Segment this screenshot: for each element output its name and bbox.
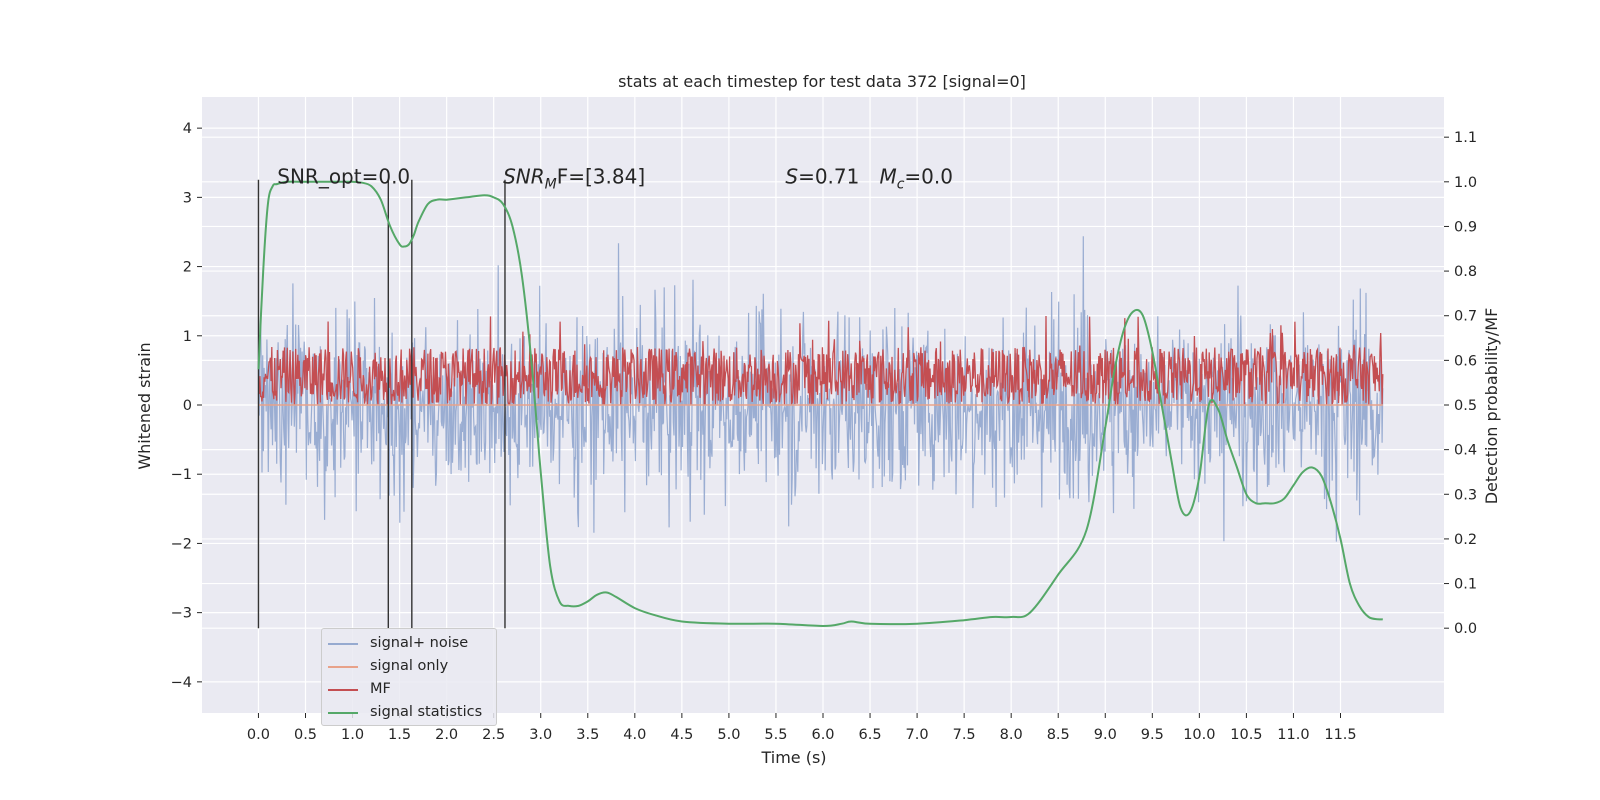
legend-swatch-signal-only	[328, 666, 358, 668]
x-tick-label: 7.5	[953, 727, 976, 743]
annotation-sub: M	[545, 177, 557, 193]
signal-statistics-line	[257, 180, 1383, 628]
x-tick-label: 10.5	[1230, 727, 1262, 743]
x-axis-label: Time (s)	[760, 748, 826, 767]
annotation-0: SNR_opt=0.0	[277, 165, 410, 189]
y2-tick-label: 0.1	[1454, 577, 1477, 593]
x-tick-label: 11.5	[1324, 727, 1356, 743]
legend-item-signal-only: signal only	[322, 656, 496, 678]
x-tick-label: 4.0	[623, 727, 646, 743]
y-tick-label: 4	[183, 121, 192, 137]
y2-axis-label: Detection probability/MF	[1482, 308, 1501, 505]
annotation-sub: c	[897, 177, 905, 193]
vertical-markers	[257, 179, 506, 629]
y-tick-label: 0	[183, 398, 192, 414]
x-tick-label: 5.5	[764, 727, 787, 743]
y2-tick-label: 1.0	[1454, 175, 1477, 191]
legend-swatch-mf	[328, 689, 358, 691]
annotation-main: M	[879, 165, 896, 189]
x-tick-label: 5.0	[717, 727, 740, 743]
x-tick-label: 8.5	[1047, 727, 1070, 743]
x-tick-label: 9.0	[1094, 727, 1117, 743]
y2-tick-label: 0.9	[1454, 219, 1477, 235]
legend-swatch-signal-noise	[328, 643, 358, 645]
x-tick-label: 7.0	[906, 727, 929, 743]
annotation-main: SNR	[503, 165, 545, 189]
annotation-2: S=0.71	[785, 165, 859, 189]
x-tick-label: 2.5	[482, 727, 505, 743]
x-tick-label: 1.5	[388, 727, 411, 743]
axis-ticks: 0.0 0.5 1.0 1.5 2.0 2.5 3.0 3.5 4.0 4.5 5.0 5.5 6.0 6…	[171, 121, 1477, 743]
legend-item-signal-statistics: signal statistics	[322, 702, 496, 724]
legend-item-mf: MF	[322, 679, 496, 701]
y-tick-label: 1	[183, 329, 192, 345]
x-tick-label: 9.5	[1141, 727, 1164, 743]
signal-noise-series	[257, 236, 1384, 542]
y-tick-label: −4	[171, 675, 192, 691]
x-tick-label: 3.5	[576, 727, 599, 743]
y2-tick-label: 1.1	[1454, 130, 1477, 146]
y2-tick-label: 0.3	[1454, 487, 1477, 503]
legend-label-signal-statistics: signal statistics	[370, 704, 483, 720]
y-axis-label: Whitened strain	[135, 342, 154, 469]
legend-label-signal-noise: signal+ noise	[370, 635, 469, 651]
x-tick-label: 0.5	[294, 727, 317, 743]
y-tick-label: 3	[183, 190, 192, 206]
x-tick-label: 6.0	[811, 727, 834, 743]
x-tick-label: 2.0	[435, 727, 458, 743]
x-tick-label: 6.5	[859, 727, 882, 743]
annotation-1: SNRMF=[3.84]	[503, 165, 645, 193]
signal-noise-line	[257, 236, 1384, 542]
chart-title: stats at each timestep for test data 372…	[618, 72, 1026, 91]
x-tick-label: 1.0	[341, 727, 364, 743]
annotation-tail: F=[3.84]	[557, 165, 645, 189]
annotation-tail: =0.0	[904, 165, 953, 189]
legend: signal+ noise signal only MF signal stat…	[321, 628, 497, 726]
legend-swatch-signal-statistics	[328, 712, 358, 714]
y2-tick-label: 0.0	[1454, 621, 1477, 637]
annotation-main: S	[785, 165, 798, 189]
x-tick-label: 4.5	[670, 727, 693, 743]
y2-tick-label: 0.4	[1454, 443, 1477, 459]
y2-tick-label: 0.5	[1454, 398, 1477, 414]
y2-tick-label: 0.8	[1454, 264, 1477, 280]
y2-tick-label: 0.2	[1454, 532, 1477, 548]
x-tick-label: 8.0	[1000, 727, 1023, 743]
mf-line	[258, 315, 1384, 407]
legend-label-signal-only: signal only	[370, 658, 449, 674]
y-tick-label: −1	[171, 467, 192, 483]
x-tick-label: 10.0	[1183, 727, 1215, 743]
y2-tick-label: 0.6	[1454, 353, 1477, 369]
mf-series	[258, 315, 1384, 407]
y-tick-label: −3	[171, 606, 192, 622]
legend-label-mf: MF	[370, 681, 391, 697]
y2-tick-label: 0.7	[1454, 309, 1477, 325]
y-tick-label: −2	[171, 536, 192, 552]
x-tick-label: 11.0	[1277, 727, 1309, 743]
legend-item-signal-noise: signal+ noise	[322, 633, 496, 655]
x-tick-label: 3.0	[529, 727, 552, 743]
annotation-tail: =0.71	[798, 165, 859, 189]
annotation-3: Mc=0.0	[879, 165, 953, 193]
annotations: SNR_opt=0.0 SNRMF=[3.84] S=0.71 Mc=0.0	[277, 165, 953, 193]
y-tick-label: 2	[183, 260, 192, 276]
x-tick-label: 0.0	[247, 727, 270, 743]
signal-statistics-series	[257, 180, 1383, 628]
